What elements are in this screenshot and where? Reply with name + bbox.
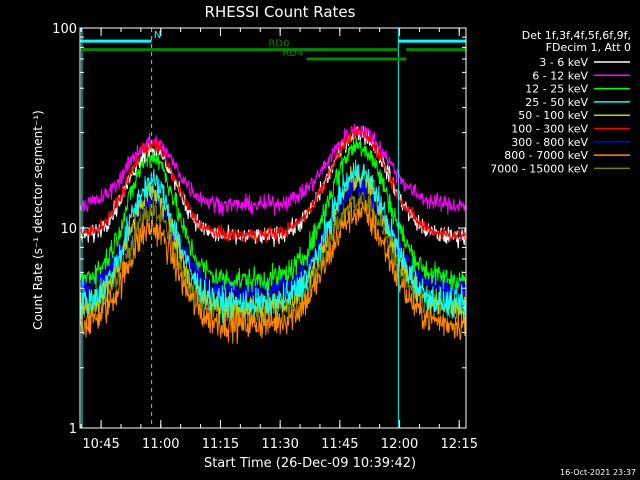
x-tick-label-4: 11:45 [321, 437, 358, 452]
x-tick-label-5: 12:00 [381, 437, 418, 452]
legend-label-8: 7000 - 15000 keV [490, 162, 588, 175]
x-tick-label-0: 10:45 [82, 437, 119, 452]
legend-label-0: 3 - 6 keV [539, 56, 588, 69]
legend-label-2: 12 - 25 keV [525, 83, 588, 96]
legend-label-1: 6 - 12 keV [532, 69, 588, 82]
series-line-5 [79, 125, 467, 243]
x-tick-label-3: 11:30 [261, 437, 298, 452]
legend-header-line-1: Det 1f,3f,4f,5f,6f,9f, [522, 29, 631, 42]
series-line-7 [79, 199, 467, 345]
x-tick-label-2: 11:15 [202, 437, 239, 452]
y-tick-label-1: 10 [60, 222, 77, 237]
x-tick-label-6: 12:15 [441, 437, 478, 452]
annotation-label-4: RD4 [282, 48, 303, 59]
annotation-label-0: N [154, 30, 161, 41]
x-axis-label: Start Time (26-Dec-09 10:39:42) [204, 456, 416, 471]
axes: 10:45 11:00 11:15 11:30 11:45 12:00 12:15 1 10 10… [52, 22, 478, 452]
footer-timestamp: 16-Oct-2021 23:37 [560, 468, 636, 477]
y-tick-label-0: 1 [69, 422, 77, 437]
legend-label-6: 300 - 800 keV [511, 136, 588, 149]
y-axis-label: Count Rate (s⁻¹ detector segment⁻¹) [31, 110, 45, 330]
x-tick-label-1: 11:00 [142, 437, 179, 452]
legend-label-5: 100 - 300 keV [511, 123, 588, 136]
series-line-3 [79, 159, 467, 324]
chart-title: RHESSI Count Rates [205, 3, 356, 21]
y-tick-label-2: 100 [52, 22, 77, 37]
legend-label-4: 50 - 100 keV [518, 109, 588, 122]
legend: Det 1f,3f,4f,5f,6f,9f, FDecim 1, Att 0 3… [490, 29, 631, 175]
legend-label-3: 25 - 50 keV [525, 96, 588, 109]
annotation-label-2: RD0 [268, 39, 289, 50]
legend-header-line-2: FDecim 1, Att 0 [546, 41, 631, 54]
series-line-1 [79, 123, 467, 217]
legend-label-7: 800 - 7000 keV [504, 149, 588, 162]
